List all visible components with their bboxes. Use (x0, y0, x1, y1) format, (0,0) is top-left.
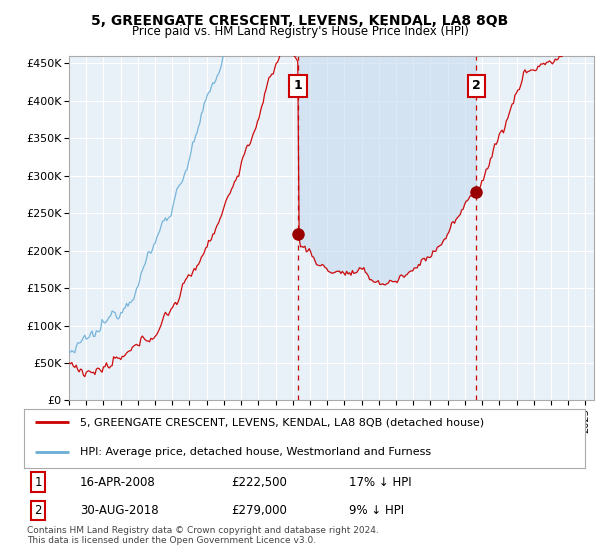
Text: 1: 1 (34, 475, 42, 489)
Text: 2: 2 (472, 80, 481, 92)
Text: HPI: Average price, detached house, Westmorland and Furness: HPI: Average price, detached house, West… (80, 447, 431, 457)
Text: 5, GREENGATE CRESCENT, LEVENS, KENDAL, LA8 8QB: 5, GREENGATE CRESCENT, LEVENS, KENDAL, L… (91, 14, 509, 28)
Text: This data is licensed under the Open Government Licence v3.0.: This data is licensed under the Open Gov… (27, 536, 316, 545)
Text: Price paid vs. HM Land Registry's House Price Index (HPI): Price paid vs. HM Land Registry's House … (131, 25, 469, 38)
Text: £279,000: £279,000 (232, 504, 287, 517)
Text: 17% ↓ HPI: 17% ↓ HPI (349, 475, 412, 489)
Text: 5, GREENGATE CRESCENT, LEVENS, KENDAL, LA8 8QB (detached house): 5, GREENGATE CRESCENT, LEVENS, KENDAL, L… (80, 417, 484, 427)
Text: £222,500: £222,500 (232, 475, 287, 489)
Text: 9% ↓ HPI: 9% ↓ HPI (349, 504, 404, 517)
Text: 30-AUG-2018: 30-AUG-2018 (80, 504, 159, 517)
Text: 16-APR-2008: 16-APR-2008 (80, 475, 156, 489)
Text: 2: 2 (34, 504, 42, 517)
Text: 1: 1 (293, 80, 302, 92)
Text: Contains HM Land Registry data © Crown copyright and database right 2024.: Contains HM Land Registry data © Crown c… (27, 526, 379, 535)
